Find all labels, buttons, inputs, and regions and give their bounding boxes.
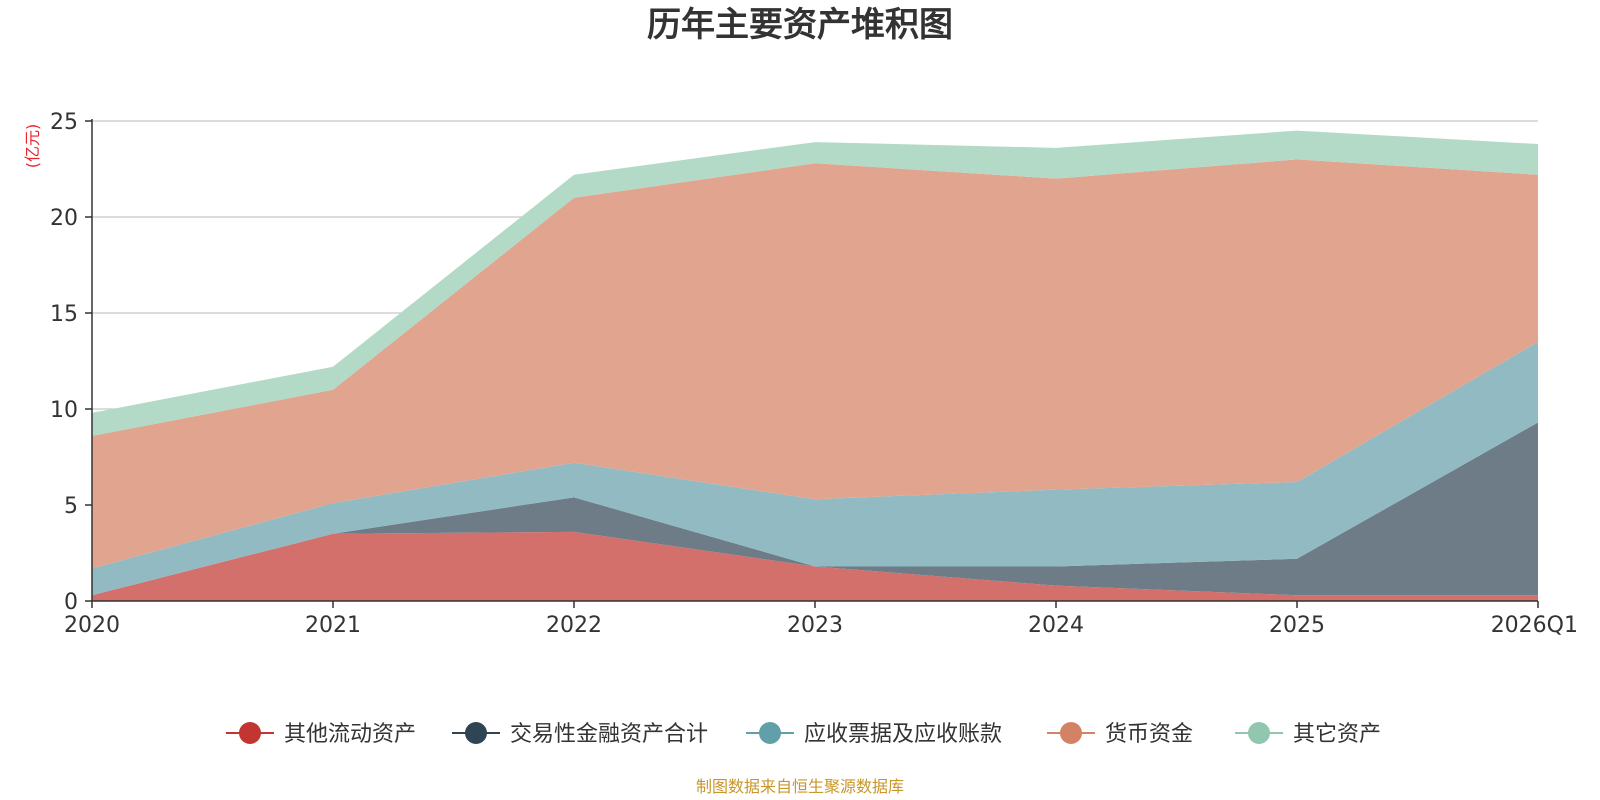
legend-marker-0 — [239, 722, 261, 744]
x-tick-label-6: 2026Q1 — [1491, 613, 1578, 638]
y-axis-unit: (亿元) — [23, 124, 42, 169]
area-series-3 — [92, 159, 1538, 569]
area-series-group — [92, 130, 1538, 601]
chart-title: 历年主要资产堆积图 — [647, 5, 953, 45]
area-series-4 — [92, 130, 1538, 436]
y-tick-label-4: 20 — [50, 206, 78, 231]
legend-label-0: 其他流动资产 — [284, 722, 416, 747]
legend-label-2: 应收票据及应收账款 — [804, 722, 1002, 747]
legend-item-2[interactable]: 应收票据及应收账款 — [746, 722, 1002, 747]
legend-marker-1 — [465, 722, 487, 744]
legend-item-3[interactable]: 货币资金 — [1047, 722, 1193, 747]
legend-marker-2 — [759, 722, 781, 744]
legend-item-4[interactable]: 其它资产 — [1235, 722, 1381, 747]
legend-item-1[interactable]: 交易性金融资产合计 — [452, 722, 708, 747]
legend[interactable]: 其他流动资产 交易性金融资产合计 应收票据及应收账款 货币资金 其它资产 — [226, 722, 1381, 747]
x-tick-label-3: 2023 — [787, 613, 843, 638]
legend-label-3: 货币资金 — [1105, 722, 1193, 747]
legend-label-4: 其它资产 — [1293, 722, 1381, 747]
legend-item-0[interactable]: 其他流动资产 — [226, 722, 416, 747]
y-tick-label-0: 0 — [64, 590, 78, 615]
legend-marker-3 — [1060, 722, 1082, 744]
x-tick-label-1: 2021 — [305, 613, 361, 638]
x-tick-label-0: 2020 — [64, 613, 120, 638]
area-series-2 — [92, 341, 1538, 596]
legend-marker-4 — [1248, 722, 1270, 744]
x-tick-label-2: 2022 — [546, 613, 602, 638]
legend-label-1: 交易性金融资产合计 — [510, 722, 708, 747]
y-tick-label-2: 10 — [50, 398, 78, 423]
data-source-note: 制图数据来自恒生聚源数据库 — [696, 777, 904, 796]
y-tick-label-1: 5 — [64, 494, 78, 519]
y-tick-label-3: 15 — [50, 302, 78, 327]
x-tick-label-4: 2024 — [1028, 613, 1084, 638]
x-tick-label-5: 2025 — [1269, 613, 1325, 638]
y-tick-label-5: 25 — [50, 110, 78, 135]
area-series-1 — [92, 422, 1538, 596]
